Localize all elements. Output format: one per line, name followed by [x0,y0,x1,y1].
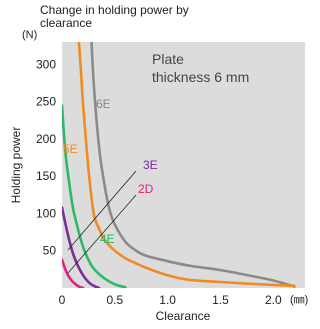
y-tick-label: 300 [36,57,56,71]
y-tick-label: 100 [36,206,56,220]
x-tick-label: 0.5 [106,293,123,307]
series-line-4e [62,104,127,288]
y-tick-label: 200 [36,132,56,146]
chart-title-line-1: Change in holding power by [40,3,189,17]
series-label-6e: 6E [96,97,111,111]
x-tick-label: 2.0 [265,293,282,307]
x-tick-label: 1.0 [159,293,176,307]
x-tick-labels: 0 0.5 1.0 1.5 2.0 [59,293,282,307]
y-axis-unit: (N) [22,29,37,41]
series-line-2d [62,258,85,288]
x-axis-unit: (㎜) [290,294,308,306]
series-label-4e: 4E [100,232,115,246]
y-tick-label: 250 [36,95,56,109]
y-tick-labels: 50 100 150 200 250 300 [36,57,56,257]
y-axis-label: Holding power [9,127,23,204]
x-axis-label: Clearance [156,309,211,323]
series-line-3e [62,206,101,288]
series-label-layer: 6E 5E 4E 3E 2D [63,97,158,246]
chart-title-line-2: clearance [40,16,92,30]
leader-3e [67,170,137,251]
annotation-line-1: Plate [152,51,184,67]
annotation-line-2: thickness 6 mm [152,69,249,85]
y-tick-label: 150 [36,169,56,183]
series-label-2d: 2D [138,182,154,196]
series-line-6e [90,42,296,288]
series-layer [62,42,296,288]
series-label-3e: 3E [143,158,158,172]
series-label-5e: 5E [63,142,78,156]
leader-2d [67,194,137,274]
series-label-leaders [67,170,137,274]
x-tick-label: 0 [59,293,66,307]
y-tick-label: 50 [43,244,57,258]
x-tick-label: 1.5 [212,293,229,307]
series-line-5e [77,42,296,288]
